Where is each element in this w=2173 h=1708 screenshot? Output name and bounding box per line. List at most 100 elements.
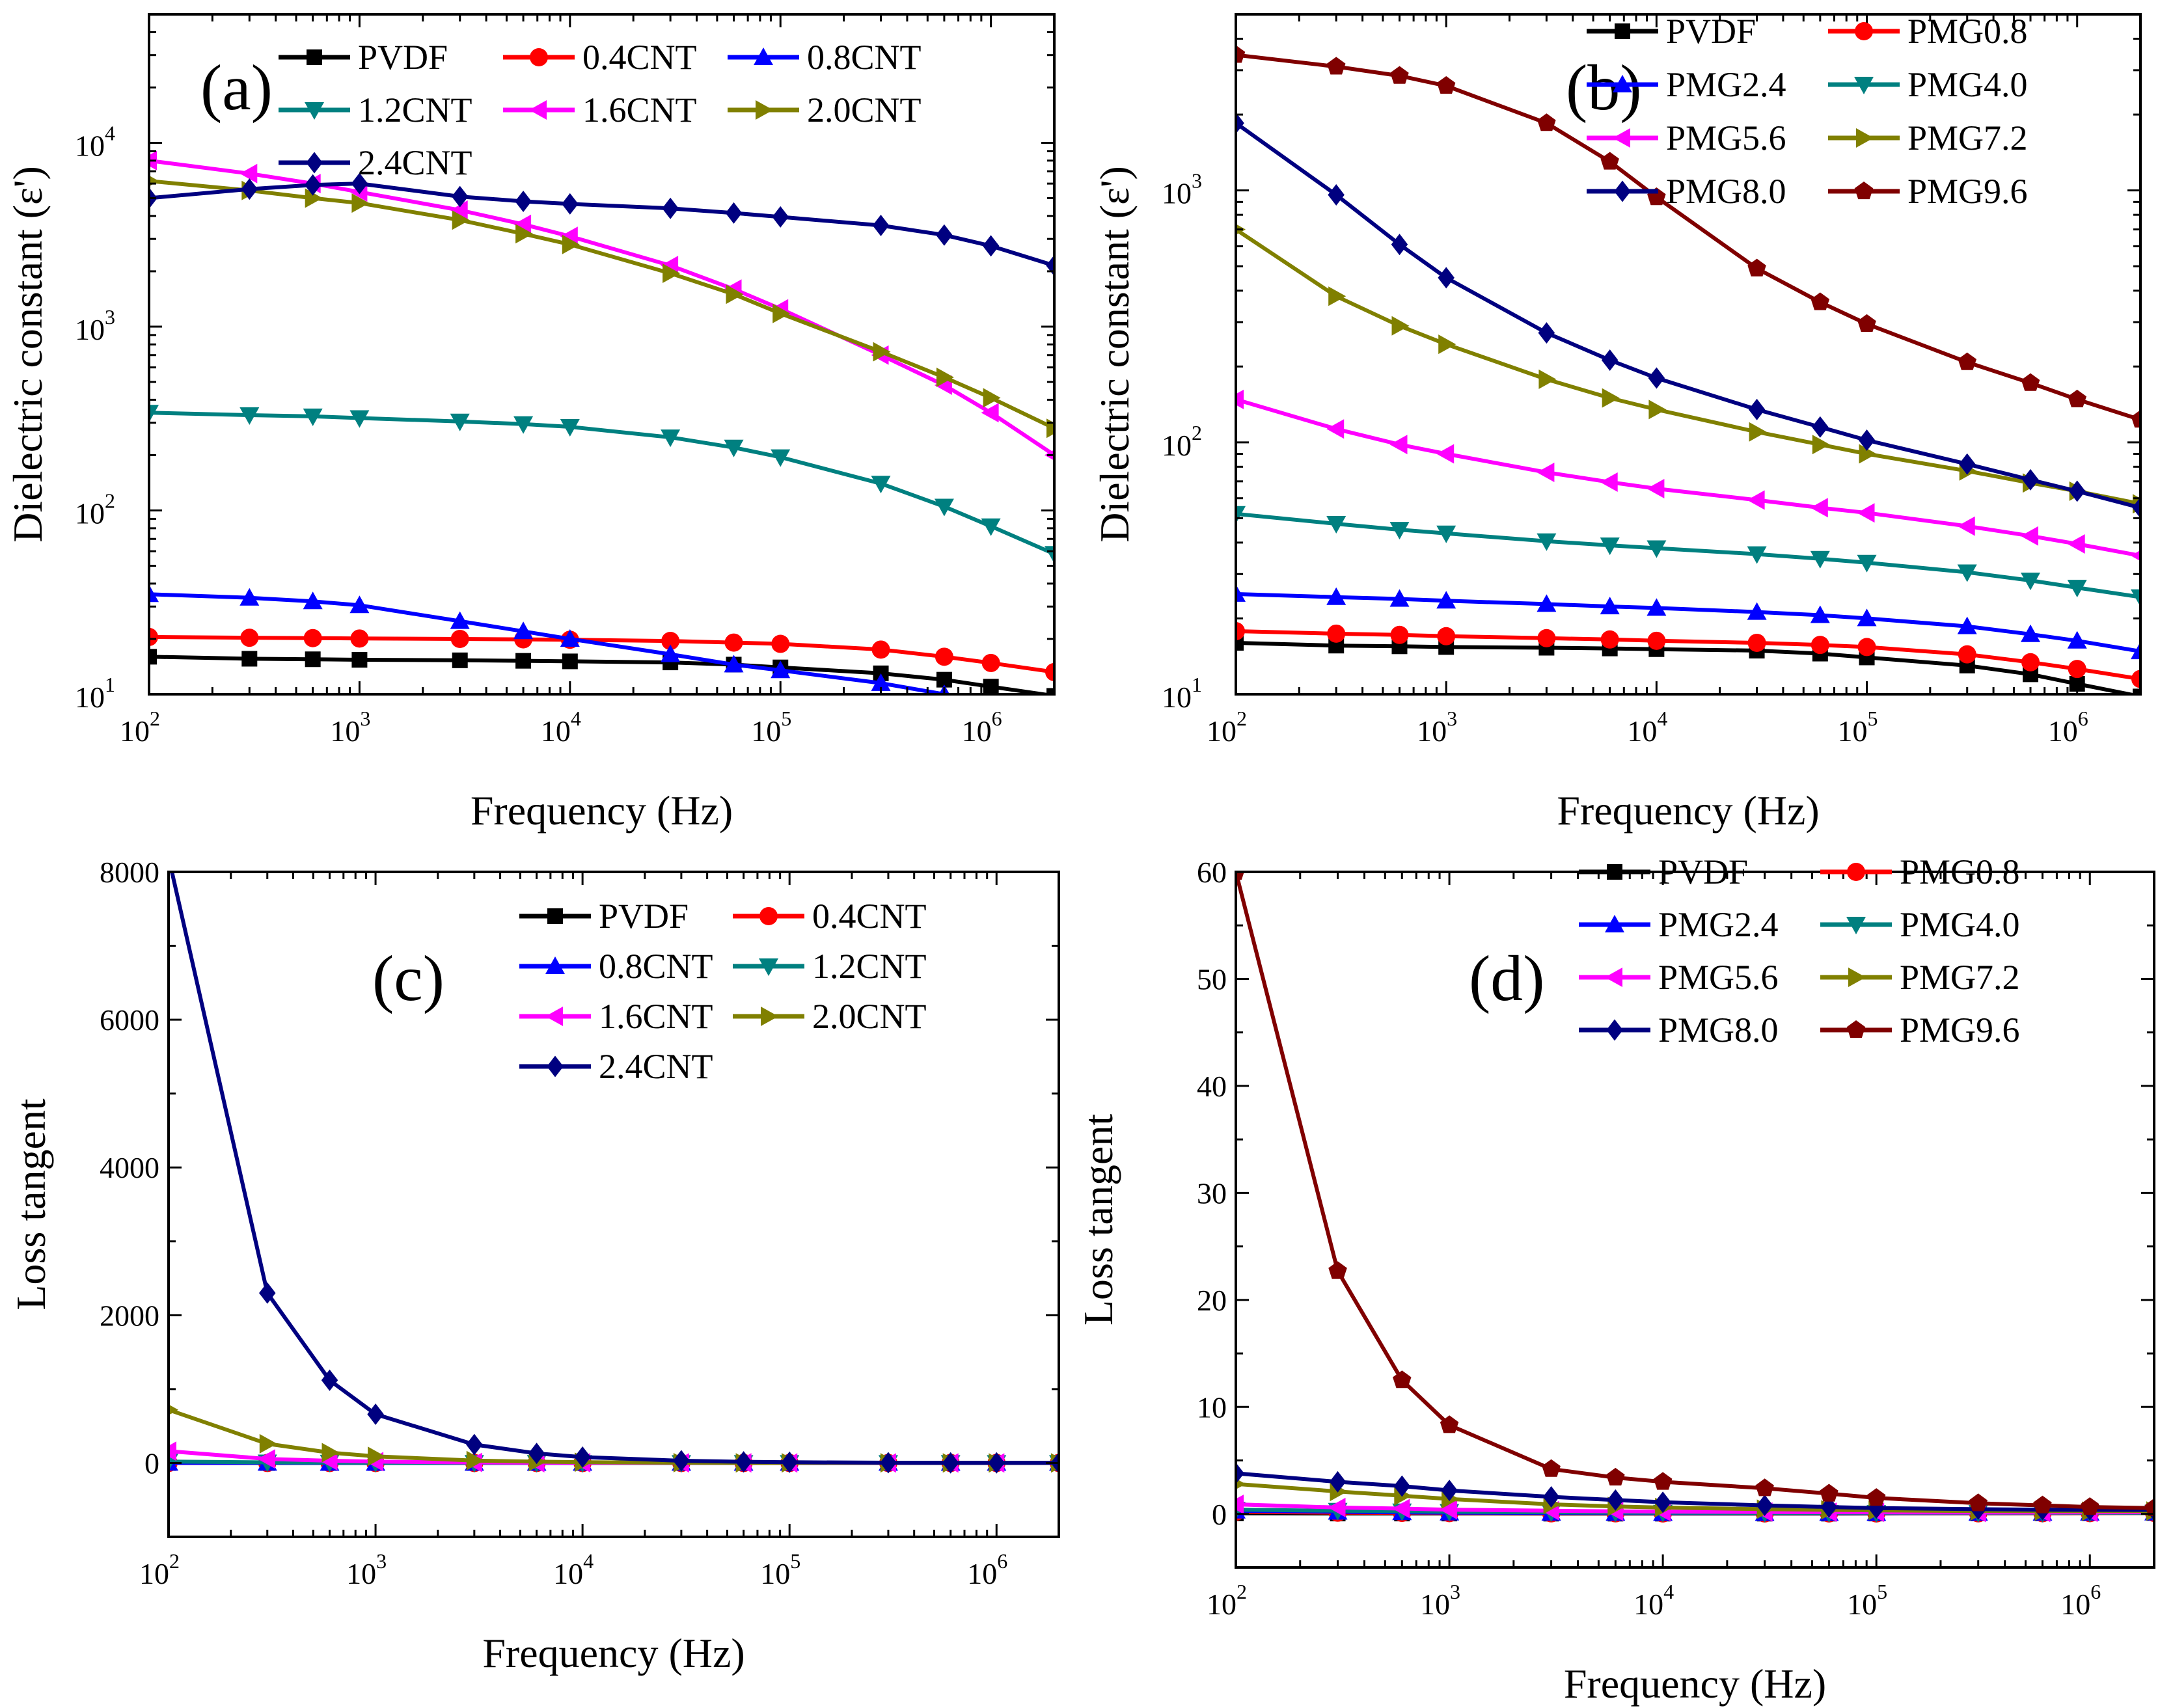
data-point-pmg4-0 xyxy=(2021,573,2040,591)
x-axis-title: Frequency (Hz) xyxy=(1557,787,1819,834)
legend-item-0-8cnt: 0.8CNT xyxy=(728,38,922,77)
x-tick-label: 102 xyxy=(1207,707,1247,748)
y-axis-title: Dielectric constant (ε') xyxy=(1091,166,1138,543)
data-point-pvdf xyxy=(515,653,532,669)
legend-item-1-6cnt: 1.6CNT xyxy=(519,997,713,1036)
data-point-pmg9-6 xyxy=(1969,1493,1988,1511)
data-point-pmg4-0 xyxy=(2067,580,2087,598)
y-tick-base: 10 xyxy=(75,129,105,162)
legend-marker-icon xyxy=(1613,75,1632,92)
legend-item-pmg5-6: PMG5.6 xyxy=(1579,958,1779,997)
legend-marker-icon xyxy=(530,48,548,66)
legend-item-1-2cnt: 1.2CNT xyxy=(279,90,472,129)
legend: PVDF PMG0.8 PMG2.4 PMG4.0 PMG5.6 PMG7.2 PMG8.0… xyxy=(1579,852,2020,1050)
data-point-pmg0-8 xyxy=(1236,622,1245,641)
x-tick-exponent: 6 xyxy=(992,707,1002,730)
data-point-2-4cnt xyxy=(662,197,679,219)
legend-marker-icon xyxy=(754,47,773,65)
axis-frame xyxy=(1235,13,2142,696)
data-point-pmg8-0 xyxy=(1820,1496,1838,1518)
data-point-pmg9-6 xyxy=(1958,352,1976,370)
x-tick-exponent: 5 xyxy=(1868,707,1878,730)
legend-marker-icon xyxy=(547,1055,564,1078)
data-point-pmg9-6 xyxy=(2144,1498,2154,1516)
data-point-pmg9-6 xyxy=(1820,1484,1838,1502)
legend-label: 0.4CNT xyxy=(582,38,697,77)
legend-label: PMG0.8 xyxy=(1907,12,2028,51)
data-point-pmg8-0 xyxy=(1601,349,1619,371)
data-point-pvdf xyxy=(562,653,578,670)
data-point-pmg9-6 xyxy=(1393,1370,1412,1389)
data-point-pmg0-8 xyxy=(1537,629,1556,647)
series-line-pmg2-4 xyxy=(1236,591,2140,654)
data-point-2-4cnt xyxy=(351,172,368,195)
legend-label: PMG2.4 xyxy=(1658,905,1779,944)
x-tick-exponent: 6 xyxy=(2078,707,2088,730)
legend-label: PMG9.6 xyxy=(1900,1010,2020,1050)
data-point-pmg5-6 xyxy=(1440,1500,1458,1520)
series-line-pmg9-6 xyxy=(1236,872,2154,1510)
legend-label: 2.0CNT xyxy=(812,997,927,1036)
data-point-2-4cnt xyxy=(452,185,469,208)
x-tick-label: 105 xyxy=(1838,707,1878,748)
data-point-0-4cnt xyxy=(871,640,890,659)
data-point-pmg5-6 xyxy=(1389,435,1408,455)
data-point-pmg4-0 xyxy=(1857,554,1877,573)
x-tick-exponent: 2 xyxy=(169,1549,180,1573)
legend-label: PMG0.8 xyxy=(1900,852,2020,891)
data-point-pmg8-0 xyxy=(1393,1475,1410,1497)
data-point-2-0cnt xyxy=(169,1404,178,1416)
data-point-pmg9-6 xyxy=(2131,410,2140,428)
x-tick-label: 104 xyxy=(541,707,581,748)
data-point-1-6cnt xyxy=(239,163,258,183)
data-point-pmg8-0 xyxy=(1391,234,1408,256)
data-point-2-0cnt xyxy=(936,367,954,387)
data-point-pmg4-0 xyxy=(1236,506,1246,524)
data-point-pmg9-6 xyxy=(1606,1467,1625,1485)
data-point-2-4cnt xyxy=(673,1450,690,1472)
data-point-pmg9-6 xyxy=(1236,872,1244,880)
legend-label: PMG4.0 xyxy=(1907,65,2028,104)
data-point-pmg8-0 xyxy=(1756,1495,1773,1517)
legend-label: PVDF xyxy=(599,897,689,936)
x-tick-base: 10 xyxy=(1627,714,1657,748)
data-point-pmg4-0 xyxy=(1747,546,1767,564)
legend-marker-icon xyxy=(1607,864,1622,880)
data-point-pmg8-0 xyxy=(1959,453,1976,475)
y-axis-title: Dielectric constant (ε') xyxy=(5,166,51,543)
data-point-pmg5-6 xyxy=(1957,516,1975,536)
legend: PVDF 0.4CNT 0.8CNT 1.2CNT 1.6CNT 2.0CNT 2.4CNT xyxy=(519,897,927,1086)
data-point-1-2cnt xyxy=(771,449,791,467)
legend-item-pmg9-6: PMG9.6 xyxy=(1820,1010,2020,1050)
data-point-2-4cnt xyxy=(528,1443,545,1465)
x-tick-exponent: 4 xyxy=(583,1549,594,1573)
data-point-pmg4-0 xyxy=(1436,525,1456,543)
x-tick-base: 10 xyxy=(1847,1588,1877,1621)
data-point-pmg9-6 xyxy=(1537,113,1556,131)
x-tick-exponent: 6 xyxy=(2090,1580,2101,1603)
series-line-pmg4-0 xyxy=(1236,511,2140,599)
data-point-0-8cnt xyxy=(239,588,260,606)
series-group xyxy=(149,150,1054,694)
legend-marker-icon xyxy=(761,1007,778,1026)
legend-marker-icon xyxy=(305,102,324,120)
x-tick-exponent: 3 xyxy=(1450,1580,1460,1603)
legend-label: PMG8.0 xyxy=(1666,172,1786,211)
legend-label: 0.4CNT xyxy=(812,897,927,936)
legend-marker-icon xyxy=(547,908,563,924)
data-point-pmg2-4 xyxy=(1857,608,1877,627)
data-point-pmg9-6 xyxy=(2068,389,2086,407)
y-tick-exponent: 3 xyxy=(105,305,115,329)
x-tick-label: 105 xyxy=(760,1549,800,1590)
x-tick-exponent: 4 xyxy=(571,707,581,730)
data-point-pmg4-0 xyxy=(1326,516,1346,534)
x-tick-label: 103 xyxy=(346,1549,387,1590)
data-point-pmg5-6 xyxy=(2131,550,2140,562)
data-point-pmg4-0 xyxy=(1537,533,1557,551)
x-tick-label: 106 xyxy=(962,707,1002,748)
data-point-2-0cnt xyxy=(515,224,534,244)
data-point-pmg2-4 xyxy=(1810,605,1830,623)
data-point-0-4cnt xyxy=(149,627,158,646)
data-point-0-4cnt xyxy=(350,629,369,648)
